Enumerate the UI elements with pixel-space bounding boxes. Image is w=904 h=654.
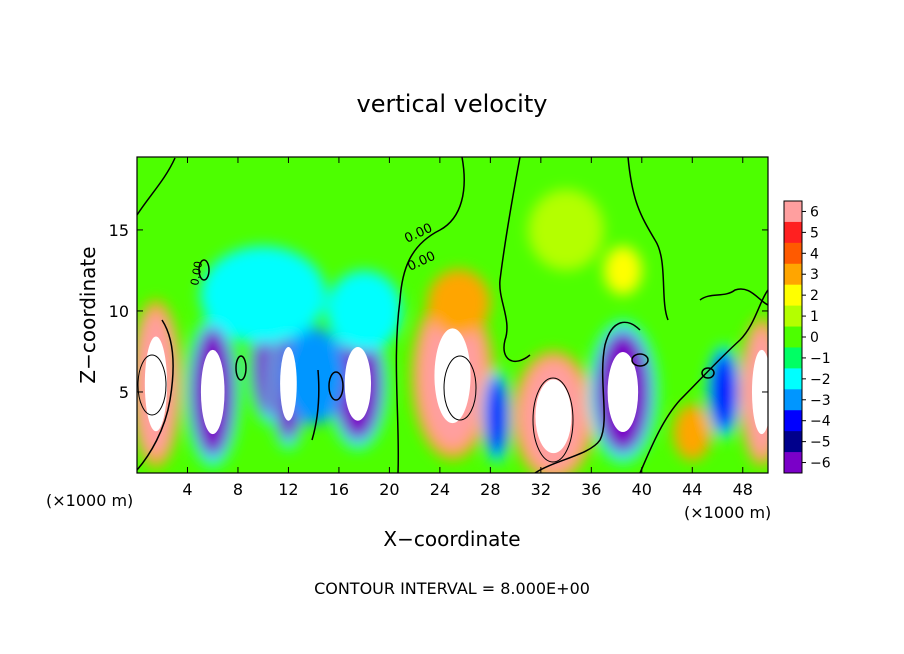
heatmap-cell [485,375,509,457]
x-tick-label: 20 [379,480,399,499]
zero-contour-line [534,321,641,473]
heatmap-cell [326,270,403,352]
x-tick-label: 48 [733,480,753,499]
plot-area: 0.00 0.00 0.00 [136,156,769,474]
x-axis-ticks: 4 8 12 16 20 24 28 32 36 40 44 48 [182,157,753,499]
colorbar-swatch [784,368,802,390]
x-tick-label: 28 [480,480,500,499]
colorbar-tick-label: 2 [810,288,819,304]
colorbar-swatch [784,452,802,474]
colorbar-swatch [784,263,802,286]
colorbar-swatch [784,242,802,265]
colorbar-swatch [784,389,802,411]
x-tick-label: 44 [682,480,702,499]
colorbar-tick-label: −2 [810,372,831,388]
colorbar-tick-label: 1 [810,309,819,325]
heatmap-cell [603,246,642,295]
extreme-core [344,347,372,421]
colorbar-swatch [784,305,802,328]
heatmap-cell [433,273,485,333]
colorbar: 6 5 4 3 2 1 0 −1 −2 −3 −4 −5 −6 [783,200,831,474]
x-tick-label: 16 [329,480,349,499]
inner-contour [443,355,477,421]
colorbar-tick-label: −5 [810,435,831,451]
colorbar-tick-label: −6 [810,456,831,472]
x-tick-label: 40 [632,480,652,499]
colorbar-swatch [784,431,802,453]
heatmap-cell [677,408,708,457]
zero-contour-line [395,157,465,473]
zero-contours [137,157,768,473]
heatmap-cell [528,189,604,271]
colorbar-swatch [784,201,802,223]
zero-contour-line [137,157,176,216]
colorbar-swatch [784,326,802,348]
heatmap-cell [709,351,738,433]
inner-contour [137,354,167,416]
colorbar-tick-label: 4 [810,246,819,262]
x-axis-unit-right: (×1000 m) [684,503,771,522]
extreme-core [434,328,471,424]
colorbar-tick-label: −1 [810,351,831,367]
colorbar-swatch [784,410,802,432]
colorbar-tick-label: −3 [810,393,831,409]
x-axis-label: X−coordinate [383,527,520,551]
zero-contour-loop [701,367,715,379]
extreme-core [607,351,639,433]
y-tick-label: 10 [109,302,129,321]
colorbar-tick-label: 3 [810,267,819,283]
inner-contour [532,377,574,463]
y-axis-label: Z−coordinate [76,246,100,383]
zero-contour-line [699,288,768,306]
contour-interval-note: CONTOUR INTERVAL = 8.000E+00 [314,579,590,598]
zero-contour-loop [328,371,344,401]
heatmap-cells [137,189,768,473]
y-tick-label: 15 [109,221,129,240]
extreme-core [751,349,768,435]
x-tick-label: 24 [430,480,450,499]
extreme-core [200,349,225,435]
extreme-core [280,347,297,421]
chart-title: vertical velocity [357,90,548,118]
colorbar-tick-label: 6 [810,204,819,220]
x-tick-label: 4 [182,480,192,499]
zero-contour-loop [235,355,247,381]
y-axis-ticks: 5 10 15 [109,221,768,402]
heatmap-cell [200,246,327,344]
colorbar-tick-label: 5 [810,225,819,241]
x-tick-label: 12 [278,480,298,499]
zero-contour-line [311,369,320,441]
colorbar-swatch [784,221,802,244]
plot-frame [136,156,769,474]
extreme-core [144,336,168,432]
colorbar-swatch [784,347,802,369]
zero-contour-loop [198,259,210,281]
x-tick-label: 32 [531,480,551,499]
x-tick-label: 8 [233,480,243,499]
contour-label: 0.00 [188,260,205,286]
colorbar-tick-label: −4 [810,414,831,430]
zero-contour-line [499,157,531,362]
zero-contour-line [137,319,174,471]
zero-contour-line [627,157,669,321]
zero-contour-loop [631,353,649,367]
extreme-core [535,379,572,454]
heatmap-cell [282,327,346,425]
x-axis-unit: (×1000 m) [46,491,133,510]
y-tick-label: 5 [119,383,129,402]
x-tick-label: 36 [581,480,601,499]
colorbar-swatch [784,284,802,307]
colorbar-tick-label: 0 [810,330,819,346]
